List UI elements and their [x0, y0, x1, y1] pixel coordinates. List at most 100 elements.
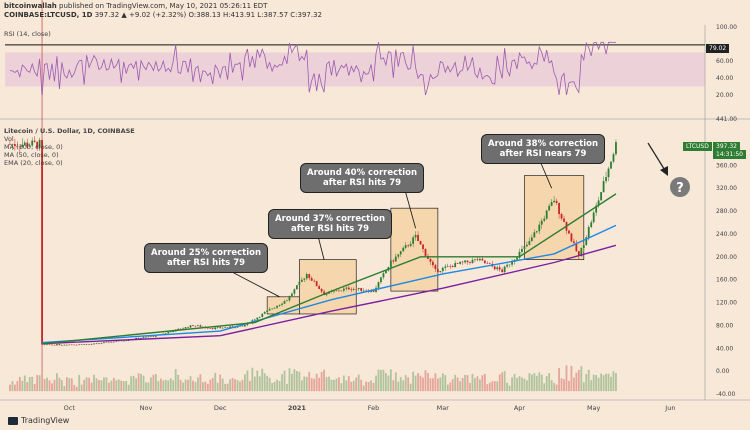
candle-body — [498, 267, 501, 270]
candle-body — [68, 344, 71, 346]
volume-bar — [461, 378, 464, 392]
candle-body — [530, 237, 533, 242]
candle-body — [412, 237, 415, 244]
candle-body — [268, 309, 271, 311]
volume-bar — [328, 376, 330, 392]
volume-bar — [610, 376, 612, 392]
candle-body — [454, 263, 457, 268]
candle-body — [496, 267, 499, 270]
volume-bar — [120, 380, 123, 392]
volume-bar — [142, 375, 145, 392]
volume-bar — [389, 369, 392, 392]
candle-body — [38, 140, 41, 148]
publisher-name[interactable]: bitcoinwallah — [4, 2, 57, 10]
volume-bar — [558, 368, 560, 392]
volume-bar — [303, 376, 306, 392]
volume-bar — [600, 373, 603, 392]
volume-bar — [127, 384, 130, 392]
footer-brand[interactable]: TradingView — [8, 416, 69, 425]
candle-body — [365, 290, 368, 292]
volume-bar — [9, 384, 11, 392]
volume-bar — [206, 383, 209, 392]
volume-bar — [26, 382, 29, 392]
volume-bar — [501, 372, 504, 392]
volume-bar — [179, 379, 182, 392]
candle-body — [137, 338, 140, 339]
candle-body — [471, 259, 474, 263]
volume-bar — [397, 381, 400, 392]
candle-body — [105, 341, 108, 343]
countdown-tag: 14:31:50 — [713, 150, 746, 159]
volume-bar — [21, 380, 24, 392]
correction-box — [390, 207, 439, 292]
volume-bar — [261, 368, 264, 392]
volume-bar — [325, 377, 328, 392]
rsi-label: RSI (14, close) — [4, 30, 51, 38]
candle-body — [88, 344, 90, 345]
candle-body — [93, 343, 95, 345]
volume-bar — [197, 377, 199, 392]
candle-body — [402, 247, 405, 252]
indicator-vol[interactable]: Vol — [4, 135, 14, 143]
volume-bar — [454, 374, 457, 392]
volume-bar — [115, 380, 118, 392]
volume-bar — [23, 375, 26, 392]
volume-bar — [491, 381, 494, 392]
candle-body — [464, 260, 466, 263]
volume-bar — [439, 377, 442, 392]
rsi-tick-label: 40.00 — [716, 75, 733, 82]
volume-bar — [340, 383, 343, 392]
candle-body — [53, 344, 56, 346]
candle-body — [518, 251, 521, 258]
indicator-ema20[interactable]: EMA (20, close, 0) — [4, 159, 63, 167]
volume-bar — [293, 369, 296, 392]
volume-bar — [263, 373, 266, 392]
volume-bar — [244, 374, 246, 392]
volume-bar — [38, 375, 41, 392]
candle-body — [28, 145, 31, 147]
volume-bar — [419, 375, 422, 392]
candle-body — [78, 344, 81, 346]
candle-body — [350, 289, 353, 290]
volume-bar — [360, 379, 363, 392]
volume-bar — [479, 379, 481, 392]
volume-bar — [592, 374, 595, 392]
indicator-ma50[interactable]: MA (50, close, 0) — [4, 151, 59, 159]
candle-body — [419, 241, 422, 245]
ohlc-values: 397.32 ▲ +9.02 (+2.32%) O:388.13 H:413.9… — [94, 11, 323, 19]
publisher-line: bitcoinwallah published on TradingView.c… — [4, 2, 267, 11]
volume-bar — [563, 379, 565, 392]
volume-bar — [333, 379, 335, 392]
time-tick-label: May — [587, 404, 601, 412]
volume-bar — [350, 381, 353, 392]
volume-bar — [122, 381, 125, 392]
candle-body — [271, 308, 274, 310]
candle-body — [142, 337, 145, 339]
volume-bar — [117, 379, 120, 392]
volume-bar — [498, 374, 501, 392]
volume-bar — [278, 381, 281, 392]
volume-bar — [28, 376, 31, 392]
volume-bar — [580, 366, 583, 392]
ma100-line — [42, 244, 617, 345]
volume-bar — [553, 382, 556, 392]
volume-bar — [523, 378, 526, 392]
candle-body — [214, 327, 217, 330]
candle-body — [436, 269, 439, 273]
candle-body — [107, 341, 110, 343]
volume-bar — [506, 382, 509, 392]
volume-bar — [429, 378, 432, 392]
indicator-ma100[interactable]: MA (100, close, 0) — [4, 143, 63, 151]
candle-body — [310, 278, 313, 281]
volume-bar — [174, 369, 177, 392]
volume-bar — [528, 373, 531, 392]
candle-body — [278, 304, 281, 306]
volume-bar — [248, 380, 251, 392]
candle-body — [486, 263, 489, 264]
volume-bar — [521, 377, 523, 392]
candle-body — [377, 282, 380, 288]
volume-bar — [18, 376, 21, 392]
volume-bar — [159, 378, 162, 392]
candle-body — [11, 144, 14, 145]
volume-bar — [456, 377, 459, 392]
